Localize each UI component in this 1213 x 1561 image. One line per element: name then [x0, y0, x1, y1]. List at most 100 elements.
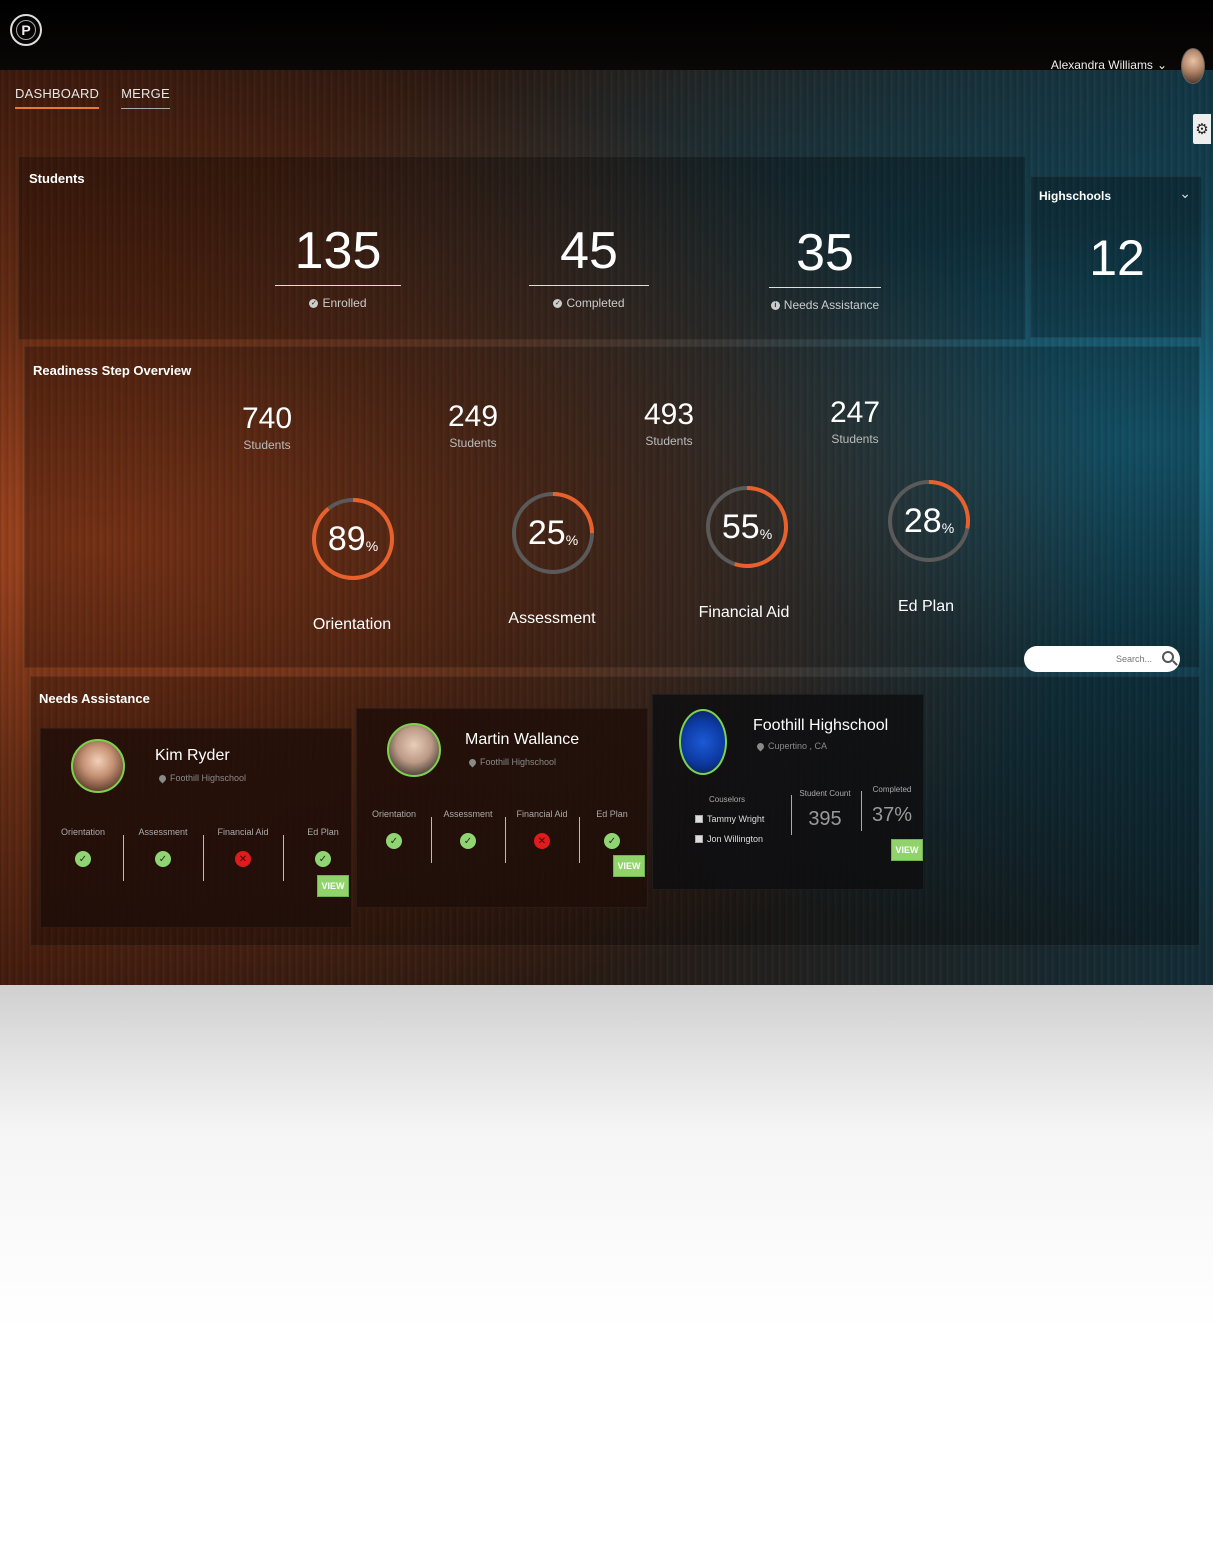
stat-completed-value: 45	[560, 222, 618, 280]
divider	[791, 795, 792, 835]
ring-percent-unit: %	[941, 520, 955, 536]
gear-icon[interactable]: ⚙	[1193, 114, 1211, 144]
ring-percent-unit: %	[365, 538, 379, 554]
close-icon: ✕	[235, 851, 251, 867]
student-name: Kim Ryder	[155, 747, 230, 764]
progress-ring-assessment: 25%	[510, 490, 596, 576]
ring-label-assessment: Assessment	[508, 610, 596, 627]
progress-ring-orientation: 89%	[310, 496, 396, 582]
user-name: Alexandra Williams	[1050, 58, 1153, 72]
chevron-down-icon[interactable]: ⌄	[1179, 185, 1191, 201]
progress-ring-svg	[888, 480, 970, 562]
readiness-panel: Readiness Step Overview	[24, 346, 1200, 668]
ring-percent: 89%	[310, 496, 396, 582]
chevron-down-icon: ⌄	[1156, 58, 1167, 72]
stat-needs-assistance: 35 i Needs Assistance	[769, 225, 881, 312]
ring-percent-value: 55	[721, 507, 760, 546]
view-button[interactable]: VIEW	[891, 839, 923, 861]
view-button[interactable]: VIEW	[317, 875, 349, 897]
check-icon: ✓	[75, 851, 91, 867]
stat-enrolled-label: Enrolled	[322, 296, 367, 310]
avatar	[387, 723, 441, 777]
ring-percent-value: 25	[527, 513, 566, 552]
step-count-value: 493	[643, 398, 695, 431]
counselors-label: Couselors	[709, 795, 746, 804]
progress-ring-svg	[312, 498, 394, 580]
counselors-list: Couselors Tammy Wright Jon Willington	[695, 795, 764, 844]
student-steps: Orientation ✓ Assessment ✓ Financial Aid ✕ …	[43, 827, 363, 881]
dashboard-screen: P Alexandra Williams ⌄ DASHBOARD MERGE ⚙…	[0, 0, 1213, 985]
check-icon: ✓	[315, 851, 331, 867]
ring-label-ed-plan: Ed Plan	[897, 598, 955, 615]
stat-divider	[275, 285, 401, 286]
ring-percent: 25%	[510, 490, 596, 576]
check-icon: ✓	[460, 833, 476, 849]
step-count-assessment: 249 Students	[440, 400, 506, 450]
progress-ring-svg	[706, 486, 788, 568]
stat-completed: 45 ✓ Completed	[529, 223, 649, 310]
ring-percent-value: 89	[327, 519, 366, 558]
stat-divider	[769, 287, 881, 288]
progress-ring-financial-aid: 55%	[704, 484, 790, 570]
step-status-orientation: Orientation ✓	[357, 809, 431, 849]
step-status-ed-plan: Ed Plan ✓	[283, 827, 363, 881]
ring-percent-value: 28	[903, 501, 942, 540]
progress-ring-ed-plan: 28%	[886, 478, 972, 564]
school-card-foothill[interactable]: Foothill Highschool Cupertino , CA Couse…	[652, 694, 924, 890]
ring-arc	[312, 498, 394, 580]
ring-label-financial-aid: Financial Aid	[698, 604, 790, 621]
ring-label-orientation: Orientation	[312, 616, 392, 633]
step-count-label: Students	[243, 438, 291, 452]
location-pin-icon	[467, 757, 478, 767]
progress-ring-svg	[512, 492, 594, 574]
stat-needs-assistance-label: Needs Assistance	[783, 298, 880, 312]
main-nav: DASHBOARD MERGE	[15, 86, 170, 109]
highschools-count: 12	[1089, 230, 1145, 286]
school-location: Cupertino , CA	[755, 741, 827, 751]
student-card-kim-ryder[interactable]: Kim Ryder Foothill Highschool Orientatio…	[40, 728, 352, 928]
user-menu[interactable]: Alexandra Williams ⌄	[1051, 58, 1167, 72]
step-count-ed-plan: 247 Students	[822, 396, 888, 446]
tab-dashboard[interactable]: DASHBOARD	[15, 86, 100, 109]
user-avatar[interactable]	[1181, 48, 1205, 84]
search-icon[interactable]	[1162, 651, 1174, 663]
location-pin-icon	[157, 773, 168, 783]
completed-rate: Completed 37%	[871, 785, 913, 826]
app-logo[interactable]: P	[10, 14, 42, 46]
highschools-panel[interactable]: Highschools ⌄ 12	[1030, 176, 1202, 338]
student-school: Foothill Highschool	[157, 773, 246, 783]
check-circle-icon: ✓	[553, 298, 563, 308]
check-icon: ✓	[386, 833, 402, 849]
stat-needs-assistance-value: 35	[796, 224, 854, 282]
school-logo	[679, 709, 727, 775]
step-status-orientation: Orientation ✓	[43, 827, 123, 867]
counselor-item[interactable]: Jon Willington	[695, 834, 764, 844]
students-title: Students	[29, 171, 85, 186]
counselor-item[interactable]: Tammy Wright	[695, 814, 764, 824]
search-box[interactable]	[1024, 646, 1180, 672]
step-count-orientation: 740 Students	[234, 402, 300, 452]
student-card-martin-wallance[interactable]: Martin Wallance Foothill Highschool Orie…	[356, 708, 648, 908]
school-name: Foothill Highschool	[753, 717, 889, 734]
screen-reflection	[0, 985, 1213, 1561]
tab-merge[interactable]: MERGE	[121, 86, 170, 109]
close-icon: ✕	[534, 833, 550, 849]
step-count-label: Students	[449, 436, 497, 450]
student-steps: Orientation ✓ Assessment ✓ Financial Aid ✕ …	[357, 809, 645, 863]
stat-enrolled-value: 135	[294, 222, 382, 280]
checkbox[interactable]	[695, 835, 703, 843]
needs-assistance-title: Needs Assistance	[39, 691, 150, 706]
student-name: Martin Wallance	[465, 731, 580, 748]
stat-completed-label: Completed	[566, 296, 625, 310]
checkbox[interactable]	[695, 815, 703, 823]
student-count: Student Count 395	[799, 789, 851, 830]
step-status-financial-aid: Financial Aid ✕	[505, 809, 579, 863]
ring-percent-unit: %	[565, 532, 579, 548]
view-button[interactable]: VIEW	[613, 855, 645, 877]
ring-percent: 28%	[886, 478, 972, 564]
search-input[interactable]	[1024, 646, 1152, 672]
step-status-financial-aid: Financial Aid ✕	[203, 827, 283, 881]
step-count-label: Students	[645, 434, 693, 448]
step-count-financial-aid: 493 Students	[636, 398, 702, 448]
check-icon: ✓	[604, 833, 620, 849]
